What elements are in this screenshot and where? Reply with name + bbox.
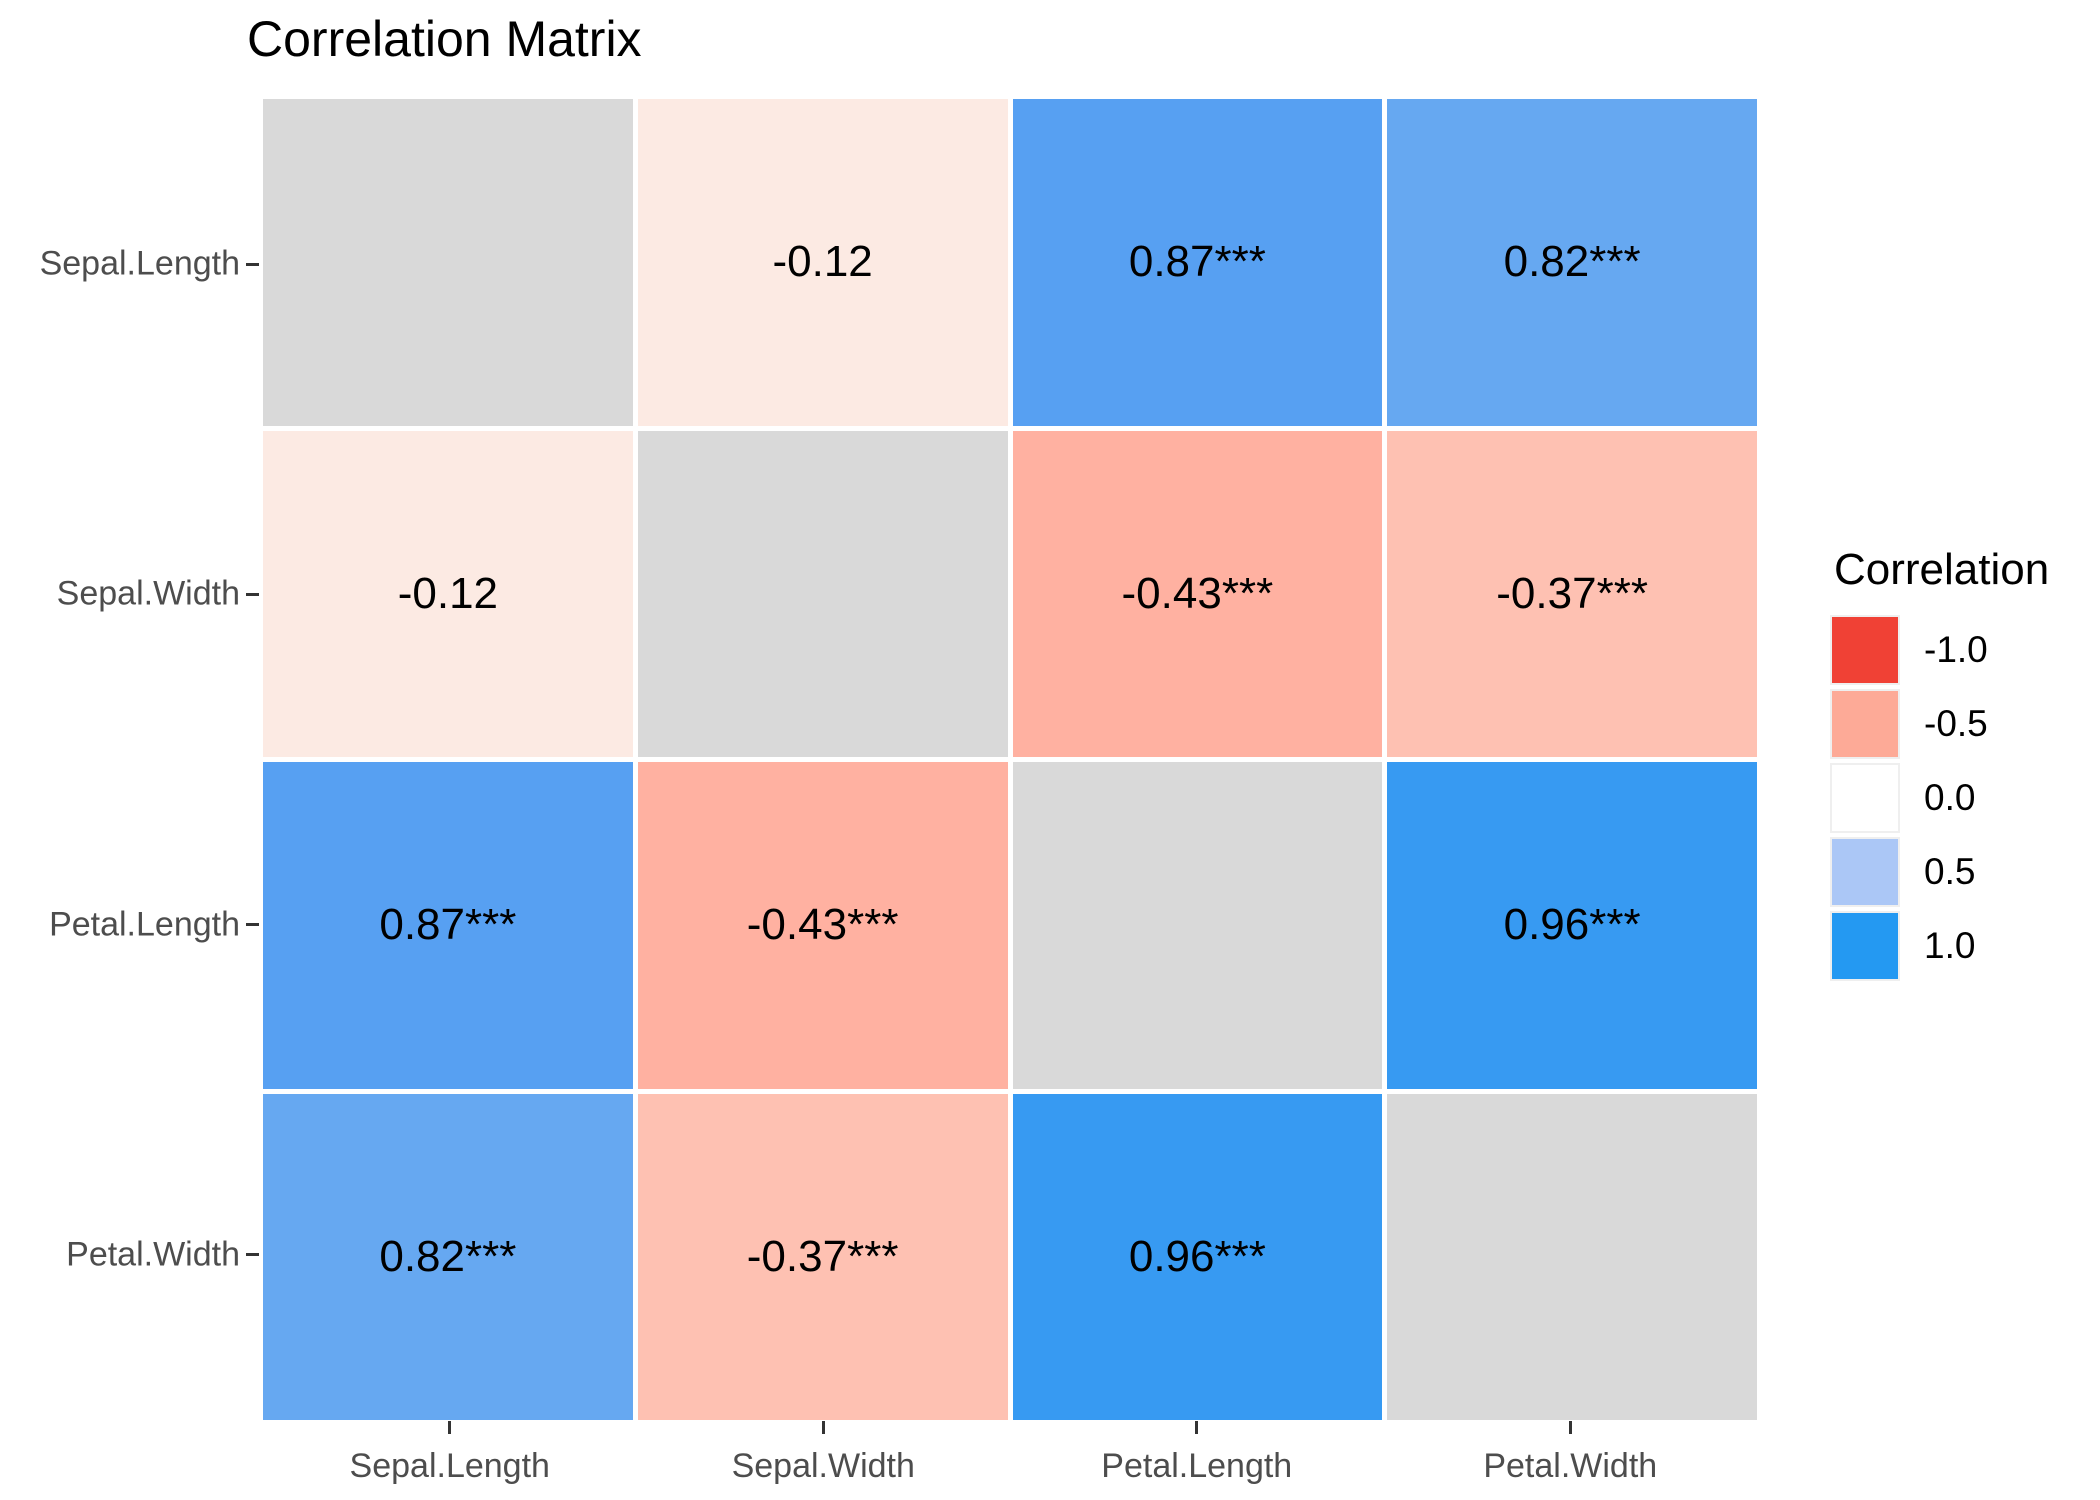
legend-key-swatch [1830,689,1900,759]
matrix-cell [263,99,633,426]
x-axis-tick [821,1421,825,1434]
x-axis-tick [1568,1421,1572,1434]
matrix-cell: 0.82*** [1387,99,1757,426]
legend-key-label: 0.0 [1924,777,1976,818]
matrix-cell: -0.12 [637,99,1008,426]
y-axis-label: Petal.Width [66,1235,240,1274]
y-axis-label: Sepal.Length [39,244,240,283]
x-axis-tick [448,1421,452,1434]
matrix-cell: -0.37*** [637,1093,1008,1420]
y-axis-label: Petal.Length [49,905,240,944]
x-axis-label: Petal.Width [1483,1447,1658,1485]
y-axis-tick [246,262,259,266]
legend-entry: 0.0 [1830,763,2049,833]
legend-key-swatch [1830,763,1900,833]
matrix-cell: -0.12 [263,430,633,757]
matrix-cell: -0.37*** [1387,430,1757,757]
matrix-cell: -0.43*** [637,762,1008,1089]
x-axis-tick [1195,1421,1199,1434]
legend-entry: 0.5 [1830,837,2049,907]
matrix-cell [1012,762,1383,1089]
legend-key-label: -0.5 [1924,703,1988,744]
x-axis-label: Petal.Length [1101,1447,1293,1485]
matrix-cell: 0.87*** [263,762,633,1089]
matrix-cell [1387,1093,1757,1420]
legend-entry: -0.5 [1830,689,2049,759]
legend: Correlation -1.0 -0.5 0.0 0.5 1.0 [1830,545,2050,987]
y-axis-label: Sepal.Width [56,574,240,613]
legend-entry: -1.0 [1830,615,2049,685]
legend-key-label: 1.0 [1924,925,1976,966]
x-axis-label: Sepal.Length [349,1447,550,1485]
y-axis-tick [246,1253,259,1257]
y-axis-tick [246,923,259,927]
matrix-cell: 0.96*** [1387,762,1757,1089]
chart-title: Correlation Matrix [247,11,642,67]
legend-key-swatch [1830,837,1900,907]
matrix-cell [637,430,1008,757]
x-axis-label: Sepal.Width [731,1447,915,1485]
legend-key-swatch [1830,615,1900,685]
matrix-cell: 0.96*** [1012,1093,1383,1420]
legend-key-label: 0.5 [1924,851,1976,892]
y-axis-tick [246,592,259,596]
matrix-cell: 0.87*** [1012,99,1383,426]
legend-keys: -1.0 -0.5 0.0 0.5 1.0 [1830,615,2049,981]
heatmap-grid: -0.12 0.87*** 0.82*** -0.12 -0.43*** -0.37***… [263,99,1757,1420]
matrix-cell: 0.82*** [263,1093,633,1420]
legend-key-swatch [1830,911,1900,981]
legend-entry: 1.0 [1830,911,2049,981]
legend-key-label: -1.0 [1924,629,1988,670]
matrix-cell: -0.43*** [1012,430,1383,757]
legend-title: Correlation [1834,545,2050,594]
